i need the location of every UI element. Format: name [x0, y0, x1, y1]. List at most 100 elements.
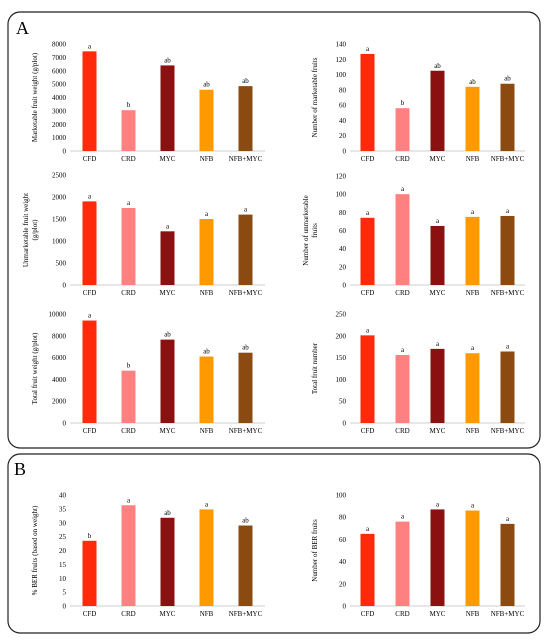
significance-letter: a: [471, 344, 475, 352]
y-tick-label: 80: [339, 209, 347, 217]
y-tick-label: 0: [63, 282, 67, 290]
y-tick-label: 8000: [52, 41, 67, 49]
bar-crd: [121, 370, 136, 423]
bar-myc: [430, 348, 445, 423]
y-tick-label: 30: [59, 519, 67, 527]
bar-myc: [160, 65, 175, 151]
y-tick-label: 2000: [52, 194, 67, 202]
significance-letter: b: [127, 362, 131, 370]
x-category-label: CFD: [361, 155, 375, 163]
y-axis-label: Total fruit weight (g/plot): [31, 332, 39, 404]
x-category-label: CFD: [83, 427, 97, 435]
y-axis-label-line: Unmarketable fruit weight: [22, 193, 30, 267]
bar-nfb: [465, 510, 480, 606]
x-category-label: CFD: [361, 289, 375, 297]
y-axis-label: Unmarketable fruit weight(g/plot): [22, 193, 39, 267]
significance-letter: ab: [434, 62, 441, 70]
significance-letter: a: [127, 199, 131, 207]
y-tick-label: 100: [336, 492, 347, 500]
bar-myc: [430, 70, 445, 151]
y-tick-label: 1000: [52, 134, 67, 142]
bar-nfb-myc: [238, 86, 253, 151]
bar-nfb-myc: [500, 83, 515, 151]
bar-myc: [430, 509, 445, 606]
significance-letter: a: [205, 500, 209, 508]
bar-crd: [395, 194, 410, 285]
y-axis-label-line: Total fruit weight (g/plot): [31, 332, 39, 404]
significance-letter: a: [401, 346, 405, 354]
x-category-label: CFD: [361, 427, 375, 435]
x-category-label: NFB+MYC: [491, 427, 525, 435]
x-category-label: NFB: [200, 610, 214, 618]
significance-letter: ab: [164, 331, 171, 339]
significance-letter: a: [436, 500, 440, 508]
bar-myc: [160, 517, 175, 606]
significance-letter: a: [366, 525, 370, 533]
bar-myc: [430, 225, 445, 285]
y-tick-label: 200: [336, 332, 347, 340]
significance-letter: a: [366, 326, 370, 334]
bar-nfb: [199, 89, 214, 151]
y-axis-label: % BER fruits (based on weight): [31, 505, 39, 595]
significance-letter: a: [401, 185, 405, 193]
y-tick-label: 250: [336, 311, 347, 319]
y-tick-label: 7000: [52, 54, 67, 62]
bar-nfb-myc: [500, 215, 515, 285]
y-tick-label: 1500: [52, 216, 67, 224]
chart-8: 0 20 40 60 80 100 Number of BER fruits a CFD a CRD…: [311, 492, 525, 618]
significance-letter: ab: [504, 75, 511, 83]
bar-nfb-myc: [238, 214, 253, 285]
charts-layer: 010002000300040005000600070008000Marketa…: [22, 41, 525, 618]
bar-myc: [160, 339, 175, 423]
y-tick-label: 40: [59, 492, 67, 500]
panel-a-frame: [7, 11, 541, 449]
significance-letter: b: [127, 101, 131, 109]
y-axis-label-line: Number of unmarketable: [302, 195, 310, 265]
chart-1: 0 1000 2000 3000 4000 5000 6000 7000 8000 Marketa…: [31, 41, 265, 163]
bar-nfb-myc: [238, 352, 253, 423]
x-category-label: NFB: [200, 427, 214, 435]
y-tick-label: 10000: [49, 311, 67, 319]
x-category-label: MYC: [160, 610, 176, 618]
y-axis-label-line: Total fruit number: [311, 342, 319, 394]
x-category-label: CFD: [83, 155, 97, 163]
y-tick-label: 60: [339, 536, 347, 544]
y-tick-label: 8000: [52, 332, 67, 340]
y-tick-label: 35: [59, 505, 67, 513]
significance-letter: ab: [469, 78, 476, 86]
y-tick-label: 20: [339, 263, 347, 271]
significance-letter: a: [471, 208, 475, 216]
x-category-label: CRD: [121, 427, 135, 435]
bar-nfb-myc: [500, 351, 515, 423]
significance-letter: ab: [242, 344, 249, 352]
x-category-label: NFB+MYC: [229, 155, 263, 163]
bar-cfd: [82, 540, 97, 606]
y-tick-label: 2000: [52, 121, 67, 129]
bar-myc: [160, 231, 175, 285]
bar-crd: [395, 521, 410, 606]
x-category-label: NFB: [466, 610, 480, 618]
x-category-label: CFD: [83, 289, 97, 297]
y-tick-label: 60: [339, 102, 347, 110]
y-tick-label: 0: [63, 603, 67, 611]
bar-cfd: [360, 533, 375, 606]
bar-cfd: [82, 201, 97, 285]
panel-b-letter: B: [14, 459, 26, 479]
significance-letter: a: [88, 312, 92, 320]
panel-a-letter: A: [16, 18, 29, 38]
x-category-label: NFB+MYC: [491, 610, 525, 618]
bar-nfb: [465, 216, 480, 285]
significance-letter: a: [88, 42, 92, 50]
significance-letter: b: [401, 99, 405, 107]
bar-cfd: [360, 217, 375, 285]
significance-letter: a: [436, 217, 440, 225]
x-category-label: CRD: [121, 155, 135, 163]
significance-letter: ab: [203, 81, 210, 89]
x-category-label: NFB: [466, 289, 480, 297]
x-category-label: NFB+MYC: [491, 155, 525, 163]
x-category-label: NFB: [200, 289, 214, 297]
y-tick-label: 4000: [52, 94, 67, 102]
chart-3: 0 500 1000 1500 2000 2500 Unmarketable fruit w…: [22, 172, 265, 297]
x-category-label: NFB+MYC: [229, 427, 263, 435]
